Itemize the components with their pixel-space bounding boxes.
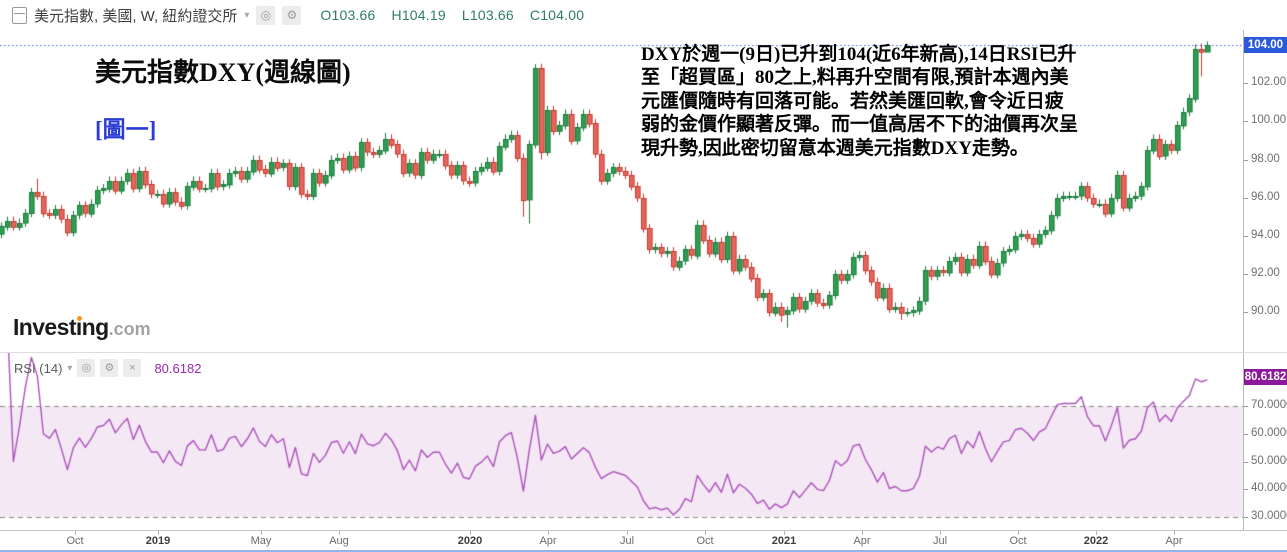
investing-logo[interactable]: Investing .com: [13, 314, 151, 341]
ohlc-high: H104.19: [391, 7, 446, 23]
price-chart-canvas[interactable]: [0, 30, 1243, 352]
time-label: 2020: [457, 535, 483, 547]
axis-label: 92.00: [1251, 267, 1280, 280]
axis-label: 30.0000: [1251, 510, 1287, 522]
time-tick: [548, 531, 549, 535]
time-label: 2022: [1083, 535, 1109, 547]
instrument-header: 美元指數, 美國, W, 紐約證交所 ▾ ◎ ⚙ O103.66 H104.19…: [0, 0, 1287, 30]
close-icon[interactable]: ×: [123, 359, 142, 377]
time-tick: [1018, 531, 1019, 535]
candlestick-icon: [12, 6, 27, 24]
axis-tick: [1244, 406, 1248, 407]
time-label: 2021: [771, 535, 797, 547]
visibility-eye-icon[interactable]: ◎: [256, 5, 276, 25]
logo-suffix: .com: [108, 319, 151, 339]
axis-tick: [1244, 433, 1248, 435]
settings-gear-icon[interactable]: ⚙: [282, 5, 302, 25]
chevron-down-icon[interactable]: ▾: [244, 9, 250, 21]
time-label: Oct: [1009, 535, 1027, 547]
annotation-text: DXY於週一(9日)已升到104(近6年新高),14日RSI已升 至「超買區」80…: [641, 43, 1078, 160]
time-tick: [1096, 531, 1097, 535]
time-label: Oct: [696, 535, 714, 547]
price-pane: 美元指數DXY(週線圖) [圖一] DXY於週一(9日)已升到104(近6年新高…: [0, 30, 1287, 352]
axis-tick: [1244, 274, 1248, 276]
annotation-line: 元匯價隨時有回落可能。若然美匯回軟,會令近日疲: [641, 90, 1064, 112]
rsi-last-value-label: 80.6182: [1244, 368, 1287, 385]
time-label: Jul: [932, 535, 948, 547]
time-label: Aug: [329, 535, 349, 547]
bottom-border-line: [0, 550, 1287, 552]
axis-label: 100.00: [1251, 114, 1287, 127]
price-axis[interactable]: 104.00 102.00 100.00 98.00 96.00 94.00 92.00 90…: [1243, 30, 1287, 352]
figure-label: [圖一]: [95, 117, 157, 142]
axis-label: 102.00: [1251, 76, 1287, 89]
axis-label: 60.0000: [1251, 426, 1287, 439]
time-tick: [784, 531, 785, 535]
axis-label: 96.00: [1251, 190, 1280, 203]
time-tick: [627, 531, 628, 535]
axis-tick: [1244, 236, 1248, 237]
axis-tick: [1244, 489, 1248, 491]
ohlc-readout: O103.66 H104.19 L103.66 C104.00: [320, 7, 584, 23]
instrument-title[interactable]: 美元指數, 美國, W, 紐約證交所: [34, 7, 238, 25]
time-axis[interactable]: Oct 2019 May Aug 2020 Apr Jul Oct 2021 Apr Jul Oct 2…: [0, 530, 1287, 551]
visibility-eye-icon[interactable]: ◎: [77, 359, 96, 377]
axis-tick: [1244, 517, 1248, 518]
chevron-down-icon[interactable]: ▾: [67, 362, 73, 374]
annotation-line: 現升勢,因此密切留意本週美元指數DXY走勢。: [641, 137, 1029, 159]
rsi-indicator-label[interactable]: RSI (14): [14, 360, 63, 376]
axis-label: 40.0000: [1251, 482, 1287, 495]
annotation-line: DXY於週一(9日)已升到104(近6年新高),14日RSI已升: [641, 44, 1077, 65]
axis-tick: [1244, 312, 1248, 314]
axis-tick: [1244, 121, 1248, 123]
time-tick: [705, 531, 706, 535]
settings-gear-icon[interactable]: ⚙: [100, 359, 119, 377]
time-tick: [158, 531, 159, 535]
time-tick: [261, 531, 262, 535]
ohlc-close: C104.00: [529, 7, 585, 23]
axis-tick: [1244, 197, 1248, 199]
time-tick: [339, 531, 340, 535]
axis-label: 90.00: [1251, 305, 1280, 318]
ohlc-low: L103.66: [461, 7, 514, 23]
rsi-chart-canvas[interactable]: [0, 353, 1243, 531]
ohlc-open: O103.66: [320, 7, 376, 23]
axis-tick: [1244, 159, 1248, 161]
time-label: Apr: [1165, 535, 1183, 547]
rsi-header: RSI (14) ▾ ◎ ⚙ × 80.6182: [14, 359, 201, 377]
time-tick: [75, 531, 76, 535]
axis-label: 70.0000: [1251, 399, 1287, 411]
time-label: Apr: [539, 535, 557, 547]
annotation-line: 弱的金價作顯著反彈。而一值高居不下的油價再次呈: [641, 114, 1079, 136]
rsi-current-value: 80.6182: [154, 360, 202, 376]
time-label: Oct: [66, 535, 84, 547]
axis-label: 50.0000: [1251, 454, 1287, 467]
annotation-line: 至「超買區」80之上,料再升空間有限,預計本週內美: [641, 67, 1069, 89]
chart-title: 美元指數DXY(週線圖): [95, 58, 351, 87]
time-tick: [862, 531, 863, 535]
time-tick: [940, 531, 941, 535]
time-tick: [470, 531, 471, 535]
time-label: Jul: [619, 535, 635, 547]
last-price-label: 104.00: [1244, 37, 1287, 53]
axis-tick: [1244, 83, 1248, 85]
time-label: 2019: [145, 535, 171, 547]
time-tick: [1174, 531, 1175, 535]
rsi-pane: RSI (14) ▾ ◎ ⚙ × 80.6182 70.0000 60.0000 5…: [0, 352, 1287, 531]
time-label: Apr: [853, 535, 871, 547]
axis-label: 94.00: [1251, 229, 1280, 241]
axis-label: 98.00: [1251, 152, 1280, 165]
rsi-axis[interactable]: 70.0000 60.0000 50.0000 40.0000 30.0000: [1243, 353, 1287, 531]
logo-text: Investing: [13, 314, 109, 340]
time-label: May: [250, 535, 272, 547]
axis-tick: [1244, 461, 1248, 463]
